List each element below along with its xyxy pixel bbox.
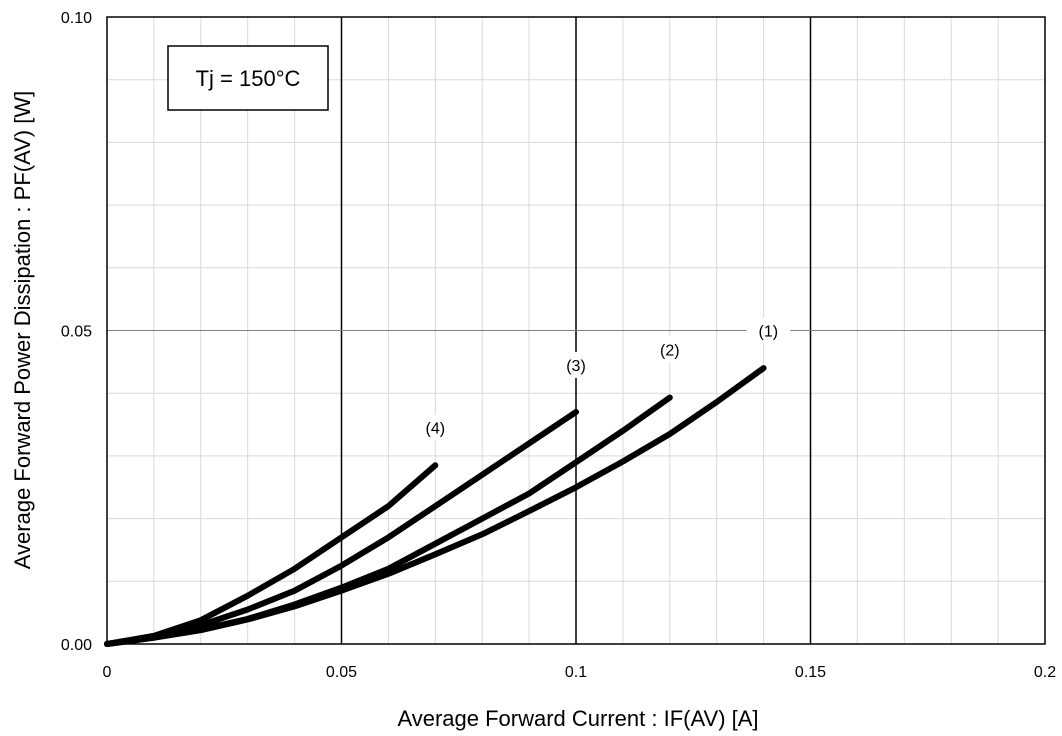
series-label-bg	[746, 317, 791, 344]
series-label-4: (4)	[426, 421, 446, 438]
series-label-bg	[647, 336, 692, 363]
y-tick-label: 0.05	[61, 324, 92, 341]
series-line-4	[104, 462, 439, 647]
y-tick-labels: 0.00 0.05 0.10	[61, 10, 92, 654]
annotation-box: Tj = 150°C	[167, 45, 329, 111]
annotation-text: Tj = 150°C	[196, 66, 301, 91]
series-line-3	[104, 409, 579, 647]
x-tick-label: 0.05	[326, 664, 357, 681]
x-tick-label: 0.1	[565, 664, 587, 681]
series-label-2: (2)	[660, 342, 680, 359]
x-tick-label: 0.15	[795, 664, 826, 681]
series-lines	[104, 365, 767, 647]
series-label-bg	[554, 351, 598, 378]
x-tick-labels: 0 0.05 0.1 0.15 0.2	[103, 664, 1057, 681]
x-axis-title: Average Forward Current : IF(AV) [A]	[397, 706, 758, 731]
series-labels: (1) (2) (3) (4)	[413, 317, 791, 441]
plot-frame	[106, 16, 1046, 645]
y-tick-label: 0.10	[61, 10, 92, 27]
series-label-1: (1)	[759, 324, 779, 341]
annotation-border	[167, 45, 329, 111]
x-tick-label: 0	[103, 664, 112, 681]
series-line-2	[104, 394, 673, 647]
x-tick-label: 0.2	[1034, 664, 1056, 681]
series-label-3: (3)	[566, 358, 586, 375]
y-tick-label: 0.00	[61, 637, 92, 654]
y-axis-title: Average Forward Power Dissipation : PF(A…	[10, 91, 35, 569]
series-label-bg	[413, 414, 458, 441]
